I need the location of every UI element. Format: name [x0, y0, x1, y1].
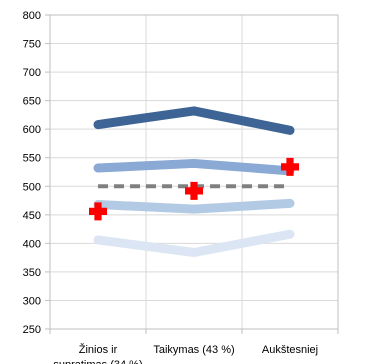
- y-tick-label: 550: [23, 153, 41, 165]
- y-tick-label: 300: [23, 295, 41, 307]
- y-tick-label: 350: [23, 267, 41, 279]
- x-tick-label: Taikymas (43 %): [153, 344, 234, 356]
- y-tick-label: 800: [23, 10, 41, 22]
- x-tick-label: Aukštesniej: [262, 344, 318, 356]
- y-tick-label: 450: [23, 210, 41, 222]
- y-tick-label: 250: [23, 324, 41, 336]
- y-tick-label: 700: [23, 67, 41, 79]
- y-tick-label: 650: [23, 96, 41, 108]
- y-tick-label: 500: [23, 181, 41, 193]
- y-tick-label: 400: [23, 238, 41, 250]
- y-tick-label: 750: [23, 39, 41, 51]
- y-tick-label: 600: [23, 124, 41, 136]
